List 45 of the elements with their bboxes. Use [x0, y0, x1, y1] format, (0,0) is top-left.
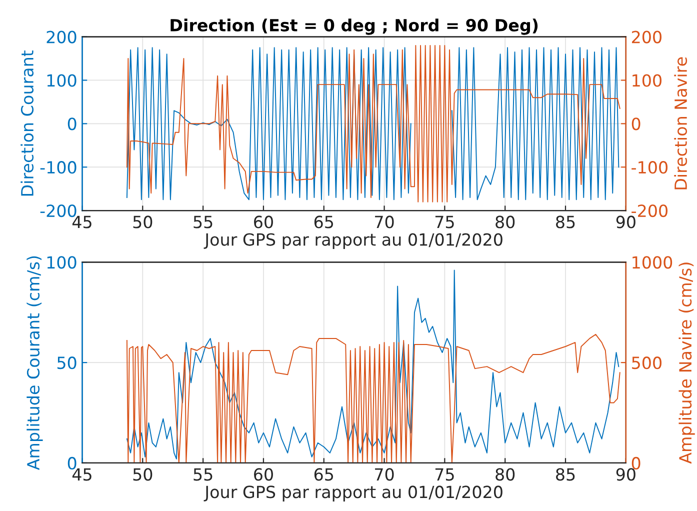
- x-tick-label: 80: [496, 468, 515, 481]
- x-tick-label: 50: [133, 468, 152, 481]
- line-series: [126, 334, 620, 463]
- y2-tick-label: 200: [632, 30, 662, 44]
- x-tick-label: 85: [556, 216, 575, 228]
- y2-tick-label: 1000: [632, 256, 672, 269]
- x-tick-label: 50: [133, 216, 152, 228]
- x-tick-label: 45: [72, 468, 92, 481]
- x-tick-label: 55: [194, 468, 212, 481]
- x-tick-label: 60: [254, 468, 273, 481]
- line-series: [126, 270, 620, 460]
- y-tick-label: -100: [40, 161, 76, 174]
- chart-title: Direction (Est = 0 deg ; Nord = 90 Deg): [170, 18, 538, 35]
- y-tick-label: 50: [57, 356, 76, 370]
- y-axis-title: Amplitude Courant (cm/s): [26, 256, 43, 470]
- x-tick-label: 55: [194, 216, 212, 228]
- x-tick-label: 65: [314, 468, 334, 481]
- y-tick-label: 0: [68, 118, 76, 130]
- y-tick-label: 100: [47, 74, 76, 87]
- y2-axis-title: Amplitude Navire (cm/s): [678, 262, 695, 464]
- y-tick-label: -200: [40, 204, 76, 218]
- x-axis-title: Jour GPS par rapport au 01/01/2020: [204, 486, 502, 502]
- y-tick-label: 200: [46, 30, 76, 44]
- y2-tick-label: -200: [632, 204, 668, 218]
- y2-tick-label: 500: [632, 356, 662, 370]
- y2-tick-label: 0: [632, 456, 640, 470]
- x-tick-label: 60: [254, 216, 273, 228]
- x-tick-label: 70: [375, 216, 394, 228]
- x-tick-label: 70: [375, 468, 394, 481]
- y2-tick-label: -100: [632, 161, 668, 174]
- x-tick-label: 85: [556, 468, 575, 481]
- x-tick-label: 75: [435, 468, 454, 481]
- y-tick-label: 0: [68, 456, 76, 470]
- x-tick-label: 90: [616, 468, 636, 481]
- y-tick-label: 100: [47, 256, 76, 269]
- x-tick-label: 65: [314, 216, 334, 228]
- y2-tick-label: 0: [632, 118, 640, 130]
- x-tick-label: 80: [496, 216, 515, 228]
- x-axis-title: Jour GPS par rapport au 01/01/2020: [204, 233, 502, 250]
- y2-axis-title: Direction Navire: [674, 57, 688, 190]
- x-tick-label: 90: [616, 216, 636, 228]
- y2-tick-label: 100: [632, 74, 662, 87]
- y-axis-title: Direction Courant: [20, 50, 34, 196]
- x-tick-label: 45: [72, 216, 92, 228]
- x-tick-label: 75: [435, 216, 454, 228]
